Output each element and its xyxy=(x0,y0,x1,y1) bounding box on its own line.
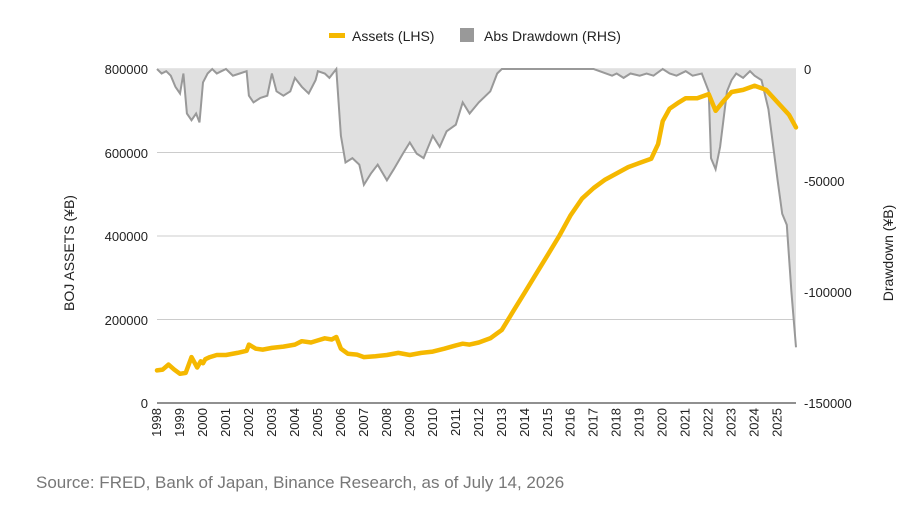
x-tick-label: 2024 xyxy=(747,408,762,437)
drawdown-area xyxy=(157,69,796,348)
x-tick-label: 2008 xyxy=(379,408,394,437)
x-tick-label: 2023 xyxy=(724,408,739,437)
x-tick-label: 2012 xyxy=(471,408,486,437)
x-tick-label: 2017 xyxy=(586,408,601,437)
chart: Assets (LHS) Abs Drawdown (RHS) 800000 6… xyxy=(61,28,896,437)
x-tick-label: 2025 xyxy=(770,408,785,437)
y-right-tick: -50000 xyxy=(804,174,844,189)
y-left-tick: 200000 xyxy=(105,313,148,328)
y-right-tick: 0 xyxy=(804,62,811,77)
x-tick-label: 2010 xyxy=(425,408,440,437)
x-tick-label: 1999 xyxy=(172,408,187,437)
x-tick-label: 2001 xyxy=(218,408,233,437)
x-tick-label: 2021 xyxy=(678,408,693,437)
y-left-tick: 800000 xyxy=(105,62,148,77)
y-left-tick: 400000 xyxy=(105,229,148,244)
y-axis-right-label: Drawdown (¥B) xyxy=(880,205,896,301)
x-tick-label: 2019 xyxy=(632,408,647,437)
y-axis-left-label: BOJ ASSETS (¥B) xyxy=(61,195,77,311)
legend-label-drawdown: Abs Drawdown (RHS) xyxy=(484,28,621,44)
y-right-tick: -150000 xyxy=(804,396,852,411)
drawdown-line xyxy=(156,66,797,348)
x-tick-label: 2004 xyxy=(287,408,302,437)
x-tick-label: 2009 xyxy=(402,408,417,437)
x-axis: 1998 1999 2000 2001 2002 2003 2004 2005 2006 2007… xyxy=(149,408,785,437)
x-tick-label: 2002 xyxy=(241,408,256,437)
x-tick-label: 2007 xyxy=(356,408,371,437)
x-tick-label: 2014 xyxy=(517,408,532,437)
y-axis-left: 800000 600000 400000 200000 0 xyxy=(105,62,148,411)
source-note: Source: FRED, Bank of Japan, Binance Res… xyxy=(36,473,565,492)
assets-line xyxy=(154,83,799,377)
legend-swatch-assets xyxy=(329,33,345,38)
x-tick-label: 2020 xyxy=(655,408,670,437)
gridlines xyxy=(157,68,796,404)
x-tick-label: 1998 xyxy=(149,408,164,437)
legend-swatch-drawdown xyxy=(460,28,474,42)
x-tick-label: 2006 xyxy=(333,408,348,437)
legend: Assets (LHS) Abs Drawdown (RHS) xyxy=(329,28,621,44)
y-axis-right: 0 -50000 -100000 -150000 xyxy=(804,62,852,411)
x-tick-label: 2011 xyxy=(448,408,463,436)
x-tick-label: 2013 xyxy=(494,408,509,437)
x-tick-label: 2000 xyxy=(195,408,210,437)
x-tick-label: 2016 xyxy=(563,408,578,437)
x-tick-label: 2003 xyxy=(264,408,279,437)
x-tick-label: 2022 xyxy=(701,408,716,437)
x-tick-label: 2015 xyxy=(540,408,555,437)
y-left-tick: 600000 xyxy=(105,146,148,161)
legend-label-assets: Assets (LHS) xyxy=(352,28,434,44)
y-right-tick: -100000 xyxy=(804,285,852,300)
y-left-tick: 0 xyxy=(141,396,148,411)
x-tick-label: 2005 xyxy=(310,408,325,437)
x-tick-label: 2018 xyxy=(609,408,624,437)
